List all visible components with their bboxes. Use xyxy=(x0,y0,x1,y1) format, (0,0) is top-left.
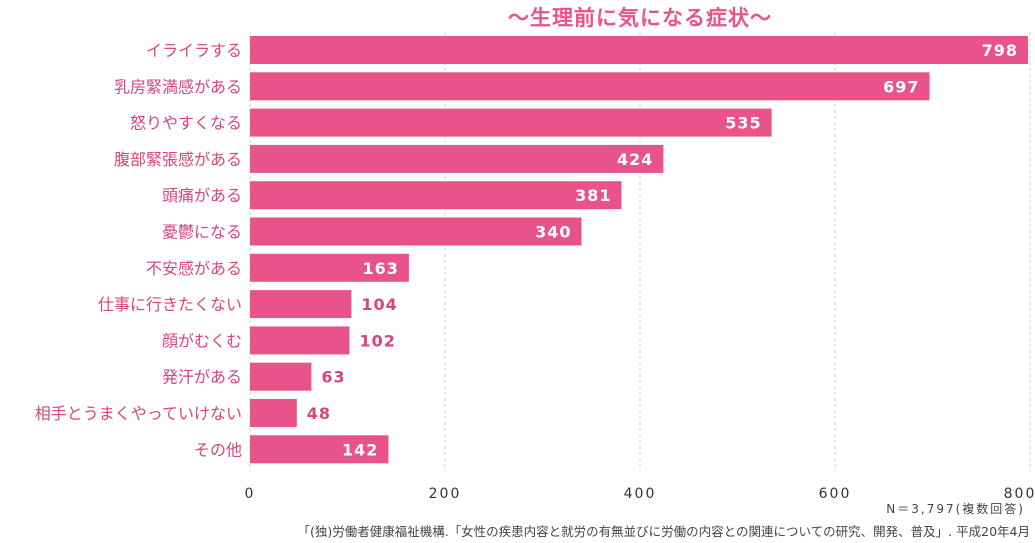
bar xyxy=(250,108,772,137)
data-label: 163 xyxy=(363,259,399,278)
bar xyxy=(250,326,350,355)
category-label: 不安感がある xyxy=(146,259,242,278)
data-label: 63 xyxy=(321,368,345,387)
category-label: 憂鬱になる xyxy=(162,223,242,242)
data-label: 798 xyxy=(982,41,1018,60)
x-tick-label: 0 xyxy=(245,486,256,502)
gridlines xyxy=(249,32,1031,472)
category-label: 発汗がある xyxy=(162,368,242,387)
bars xyxy=(250,36,1029,464)
category-label: 腹部緊張感がある xyxy=(114,150,242,169)
data-label: 104 xyxy=(361,295,397,314)
bar xyxy=(250,36,1029,64)
category-label: 顔がむくむ xyxy=(162,331,242,350)
data-label: 48 xyxy=(307,404,331,423)
source-citation: 「(独)労働者健康福祉機構.「女性の疾患内容と就労の有無並びに労働の内容との関連… xyxy=(297,524,1030,539)
category-label: 相手とうまくやっていけない xyxy=(35,404,242,423)
x-tick-label: 600 xyxy=(819,486,852,502)
bar xyxy=(250,362,312,391)
data-label: 424 xyxy=(617,150,653,169)
data-label: 340 xyxy=(535,223,571,242)
bar xyxy=(250,72,930,101)
bar xyxy=(250,253,409,282)
data-label: 381 xyxy=(575,186,611,205)
data-label: 142 xyxy=(342,440,378,459)
bar xyxy=(250,435,389,464)
category-label: 乳房緊満感がある xyxy=(114,77,242,96)
category-labels: イライラする乳房緊満感がある怒りやすくなる腹部緊張感がある頭痛がある憂鬱になる不… xyxy=(35,41,242,459)
data-label: 697 xyxy=(883,77,919,96)
category-label: 頭痛がある xyxy=(162,186,242,205)
data-label: 535 xyxy=(725,114,761,133)
bar xyxy=(250,144,664,173)
category-label: その他 xyxy=(194,440,242,459)
data-label: 102 xyxy=(359,331,395,350)
sample-note: N＝3,797(複数回答) xyxy=(886,502,1025,516)
chart-title: 〜生理前に気になる症状〜 xyxy=(508,6,772,30)
bar xyxy=(250,290,352,319)
bar xyxy=(250,399,297,427)
x-tick-label: 800 xyxy=(1004,486,1035,502)
bar xyxy=(250,181,622,210)
category-label: 仕事に行きたくない xyxy=(98,295,242,314)
category-label: イライラする xyxy=(146,41,242,60)
x-tick-label: 200 xyxy=(429,486,462,502)
bar xyxy=(250,217,582,246)
x-tick-label: 400 xyxy=(624,486,657,502)
category-label: 怒りやすくなる xyxy=(130,114,242,133)
